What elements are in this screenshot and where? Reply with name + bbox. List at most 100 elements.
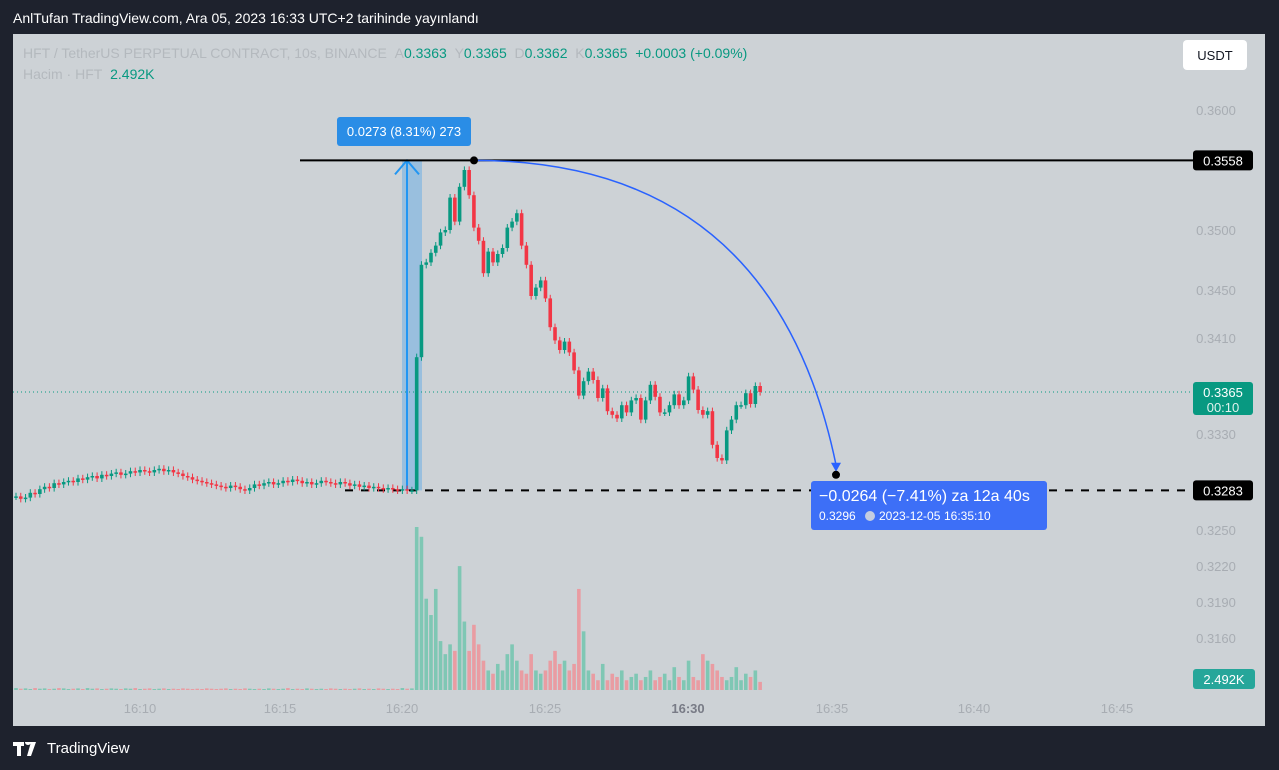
- candle-body: [262, 483, 266, 486]
- price-badge-high-text: 0.3558: [1203, 153, 1243, 168]
- volume-bar: [748, 676, 753, 690]
- volume-bar: [271, 688, 276, 690]
- candle-body: [758, 386, 762, 392]
- volume-bar: [672, 667, 677, 690]
- price-tick: 0.3450: [1196, 283, 1236, 298]
- volume-bar: [495, 663, 500, 690]
- volume-bar: [505, 654, 510, 690]
- volume-bar: [405, 688, 409, 690]
- volume-bar: [515, 660, 519, 690]
- volume-badge: [1193, 669, 1255, 689]
- price-range-box: [402, 160, 422, 491]
- candle-body: [185, 476, 190, 478]
- volume-bar: [543, 670, 548, 690]
- candle-body: [553, 327, 557, 341]
- candle-body: [324, 480, 328, 483]
- volume-bar: [486, 670, 491, 690]
- candle-body: [100, 474, 104, 479]
- tradingview-logo[interactable]: TradingView: [13, 740, 130, 757]
- candle-body: [748, 393, 753, 404]
- candle-body: [119, 472, 123, 475]
- candle-body: [438, 232, 443, 246]
- candle-body: [157, 468, 161, 471]
- volume-bar: [195, 688, 200, 690]
- candle-body: [190, 477, 195, 480]
- candle-body: [286, 480, 290, 483]
- volume-bar: [481, 660, 486, 690]
- candle-body: [596, 380, 600, 398]
- candle-body: [419, 264, 424, 358]
- volume-bar: [744, 673, 748, 690]
- open-value: 0.3363: [403, 45, 447, 61]
- candle-body: [90, 476, 95, 478]
- volume-bar: [705, 660, 710, 690]
- volume-bar: [400, 688, 405, 690]
- volume-bar: [457, 566, 462, 690]
- candlestick-chart[interactable]: 0.3600 0.3500 0.3450 0.3410 0.3330 0.3250 0.32…: [13, 34, 1265, 726]
- candle-body: [443, 230, 448, 233]
- volume-bar: [677, 676, 681, 690]
- candle-body: [395, 489, 400, 491]
- volume-bar: [701, 654, 705, 690]
- candle-body: [729, 419, 734, 431]
- volume-legend: Hacim · HFT 2.492K: [23, 66, 154, 82]
- price-tick: 0.3600: [1196, 103, 1236, 118]
- candle-body: [33, 492, 37, 495]
- volume-bar: [395, 689, 400, 690]
- candle-body: [391, 488, 395, 490]
- candle-body: [534, 287, 538, 296]
- candle-body: [624, 405, 629, 413]
- price-badge-high: [1193, 150, 1253, 171]
- volume-bar: [381, 688, 386, 690]
- current-price-text: 0.3365: [1203, 385, 1243, 400]
- candle-body: [634, 398, 638, 401]
- candle-body: [495, 254, 500, 263]
- volume-bar: [577, 588, 581, 690]
- currency-button[interactable]: USDT: [1183, 40, 1247, 70]
- candle-body: [691, 376, 696, 390]
- candle-body: [724, 430, 729, 461]
- arrow-down-icon: [831, 462, 841, 472]
- candle-body: [42, 486, 47, 490]
- candle-body: [705, 411, 710, 415]
- measure-label-box: [337, 117, 471, 146]
- volume-bar: [128, 688, 133, 690]
- volume-bar: [433, 588, 438, 690]
- volume-bar: [424, 598, 429, 690]
- volume-bar: [619, 670, 624, 690]
- candle-body: [581, 381, 586, 396]
- price-tick: 0.3410: [1196, 331, 1236, 346]
- candle-body: [658, 396, 662, 413]
- volume-bar: [138, 689, 142, 690]
- candle-body: [371, 486, 376, 489]
- candle-body: [95, 476, 99, 479]
- candle-body: [619, 405, 624, 419]
- candle-body: [677, 394, 681, 406]
- volume-bar: [171, 688, 176, 690]
- volume-bar: [133, 688, 138, 690]
- volume-bar: [71, 688, 76, 690]
- volume-value: 2.492K: [110, 66, 155, 82]
- candle-body: [610, 411, 615, 415]
- forecast-time: 16:35:10: [944, 509, 991, 523]
- candle-body: [467, 170, 471, 196]
- candle-body: [615, 414, 619, 419]
- candle-body: [486, 251, 491, 274]
- candle-body: [52, 483, 56, 488]
- candle-body: [252, 484, 257, 488]
- volume-bar: [596, 680, 600, 690]
- candle-body: [386, 488, 390, 490]
- chart-pane[interactable]: 0.3600 0.3500 0.3450 0.3410 0.3330 0.3250 0.32…: [13, 34, 1265, 726]
- candle-body: [123, 473, 128, 476]
- volume-bar: [343, 688, 347, 690]
- volume-bar: [720, 676, 724, 690]
- clock-icon: [865, 511, 875, 521]
- candle-body: [734, 405, 739, 420]
- time-tick: 16:35: [816, 701, 849, 716]
- volume-bar: [610, 673, 615, 690]
- candle-body: [591, 371, 595, 380]
- volume-bar: [624, 680, 629, 690]
- candle-body: [224, 486, 228, 489]
- volume-bar: [57, 688, 61, 690]
- volume-bar: [200, 689, 204, 690]
